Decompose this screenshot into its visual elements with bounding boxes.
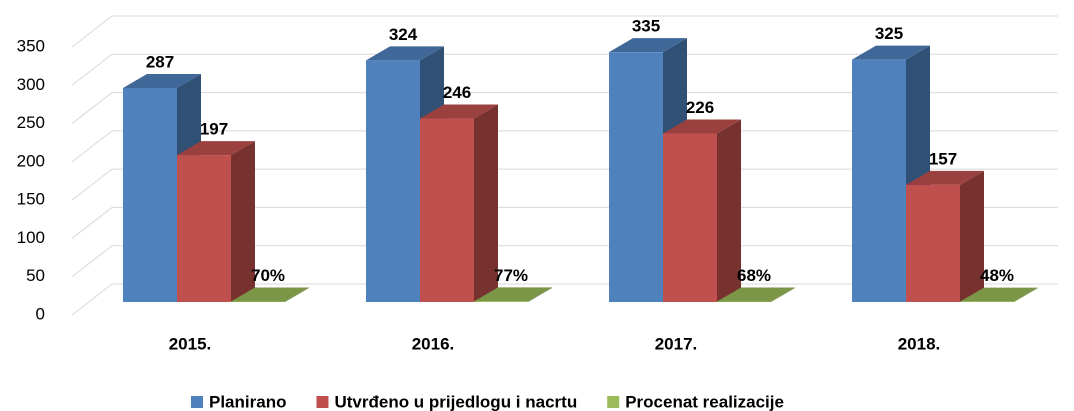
data-label: 246 [443, 83, 471, 102]
bar [177, 141, 255, 302]
bar [123, 73, 201, 302]
data-label: 226 [686, 98, 714, 117]
data-label: 325 [875, 24, 903, 43]
data-label: 77% [494, 266, 528, 285]
bar-top [474, 287, 552, 302]
grid-line-depth [71, 283, 113, 316]
y-tick-label: 350 [17, 36, 45, 55]
x-tick-label: 2016. [412, 334, 455, 353]
grid-line-depth [71, 245, 113, 278]
bar-front [663, 133, 717, 302]
bar-top [177, 141, 255, 156]
legend-label: Utvrđeno u prijedlogu i nacrtu [334, 392, 577, 411]
y-tick-label: 300 [17, 75, 45, 94]
grid-line-depth [71, 15, 113, 48]
legend-label: Planirano [209, 392, 286, 411]
bar [906, 170, 984, 302]
x-tick-label: 2015. [169, 334, 212, 353]
x-tick-label: 2018. [898, 334, 941, 353]
y-tick-label: 200 [17, 151, 45, 170]
bar-front [420, 118, 474, 302]
bar-top [663, 119, 741, 134]
grid-line-depth [71, 168, 113, 201]
data-label: 48% [980, 266, 1014, 285]
grid-line-depth [71, 207, 113, 239]
y-tick-label: 250 [17, 113, 45, 132]
bar-side [960, 170, 984, 302]
grid-line-depth [71, 130, 113, 163]
bar-front [366, 60, 420, 302]
bar-front [474, 301, 528, 302]
data-label: 157 [929, 149, 957, 168]
data-label: 68% [737, 266, 771, 285]
grid-line-depth [71, 53, 113, 86]
data-label: 70% [251, 266, 285, 285]
y-tick-label: 150 [17, 190, 45, 209]
x-tick-label: 2017. [655, 334, 698, 353]
bar [663, 119, 741, 303]
bar [717, 287, 795, 302]
bar-top [366, 46, 444, 61]
bar-side [1014, 287, 1038, 302]
bar [420, 104, 498, 302]
bar-side [528, 287, 552, 302]
y-tick-label: 0 [36, 304, 45, 323]
y-tick-label: 100 [17, 228, 45, 247]
bar [231, 287, 309, 302]
legend-swatch [607, 396, 620, 408]
bar-side [231, 141, 255, 302]
bar-top [231, 287, 309, 302]
bar-top [960, 287, 1038, 302]
grid-line-depth [71, 92, 113, 124]
data-label: 197 [200, 120, 228, 139]
bar-side [771, 287, 795, 302]
data-label: 335 [632, 17, 660, 36]
bar-top [852, 45, 930, 60]
bar [474, 287, 552, 302]
legend-swatch [191, 396, 203, 408]
bar-front [123, 87, 177, 302]
bar-front [852, 59, 906, 303]
legend-label: Procenat realizacije [625, 392, 784, 411]
bar-top [420, 104, 498, 119]
bar-top [609, 38, 687, 53]
legend-swatch [316, 396, 329, 408]
bar-front [609, 52, 663, 302]
bar-front [906, 184, 960, 302]
bar-front [231, 301, 285, 302]
bar-top [906, 170, 984, 185]
data-label: 287 [146, 52, 174, 71]
y-tick-label: 50 [26, 266, 45, 285]
bar-side [285, 287, 309, 302]
bar-side [474, 104, 498, 302]
bar [960, 287, 1038, 302]
bar-top [123, 73, 201, 88]
bar-front [717, 301, 771, 302]
bar-top [717, 287, 795, 302]
bar-side [717, 119, 741, 303]
bar-front [177, 155, 231, 302]
data-label: 324 [389, 25, 418, 44]
